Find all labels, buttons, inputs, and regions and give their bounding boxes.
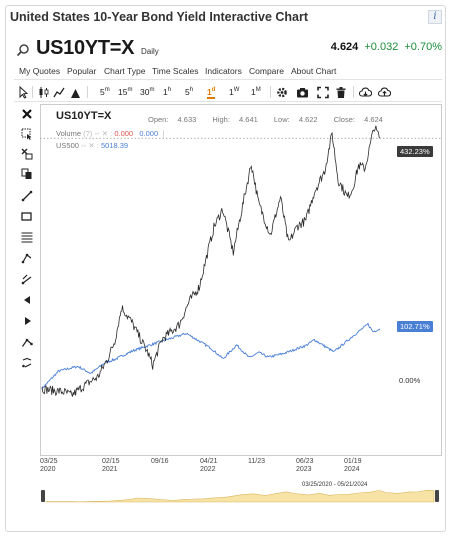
- x-tick: 09/16: [151, 458, 169, 465]
- copy-icon[interactable]: [21, 168, 33, 180]
- menu-my-quotes[interactable]: My Quotes: [19, 66, 61, 76]
- period-1w[interactable]: 1W: [229, 87, 240, 97]
- camera-icon[interactable]: [296, 86, 309, 99]
- pitchfork-tool-icon[interactable]: [21, 252, 33, 264]
- price-change-pct: +0.70%: [404, 41, 442, 53]
- drawing-toolbar: [14, 104, 40, 484]
- arrow-tool-icon[interactable]: [21, 294, 33, 306]
- x-tick: 06/23 2023: [296, 458, 314, 473]
- cloud-download-icon[interactable]: [359, 86, 372, 99]
- period-label: Daily: [141, 47, 159, 56]
- toolbar-separator: [32, 86, 33, 98]
- toolbar-separator: [87, 86, 88, 98]
- last-price: 4.624: [330, 41, 359, 53]
- search-icon[interactable]: [16, 43, 30, 57]
- navigator-track[interactable]: [40, 482, 440, 504]
- line-chart-icon[interactable]: [53, 86, 65, 99]
- trendline-tool-icon[interactable]: [21, 190, 33, 202]
- legend-volume: Volume (?) ◦◦ ✕ : 0.000 0.000 |: [56, 129, 165, 138]
- price-chart[interactable]: [40, 104, 442, 456]
- compare-price-tag: 102.71%: [397, 321, 433, 332]
- range-navigator[interactable]: 03/25/2020 - 05/21/2024: [40, 482, 440, 504]
- legend-symbol: US10YT=X: [56, 110, 112, 122]
- navigator-left-handle[interactable]: [41, 490, 45, 502]
- fibonacci-tool-icon[interactable]: [21, 231, 33, 243]
- toolbar-separator: [353, 86, 354, 98]
- text-tool-icon[interactable]: [21, 357, 33, 369]
- candlestick-icon[interactable]: [38, 86, 50, 99]
- cloud-upload-icon[interactable]: [378, 86, 391, 99]
- period-1mo[interactable]: 1M: [251, 87, 261, 97]
- menu-bar: My Quotes Popular Chart Type Time Scales…: [14, 64, 442, 80]
- menu-about-chart[interactable]: About Chart: [291, 66, 337, 76]
- x-tick: 11/23: [248, 458, 265, 465]
- rectangle-tool-icon[interactable]: [21, 211, 33, 223]
- period-1h[interactable]: 1h: [163, 87, 172, 97]
- cursor-icon[interactable]: [18, 86, 28, 99]
- menu-time-scales[interactable]: Time Scales: [152, 66, 199, 76]
- toolbar-separator: [270, 86, 271, 98]
- fullscreen-icon[interactable]: [317, 86, 329, 99]
- x-tick: 01/19 2024: [344, 458, 362, 473]
- series-us10y-line: [41, 125, 381, 397]
- legend-compare: US500 ◦◦ ✕ : 5018.39: [56, 141, 129, 150]
- info-icon[interactable]: i: [428, 10, 442, 24]
- navigator-series: [45, 489, 435, 503]
- symbol-header: US10YT=X Daily 4.624 +0.032 +0.70%: [14, 37, 442, 60]
- close-icon[interactable]: [21, 108, 33, 120]
- menu-indicators[interactable]: Indicators: [205, 66, 242, 76]
- delete-drawing-icon[interactable]: [21, 148, 33, 160]
- ohlc-readout: Open: 4.633 High: 4.641 Low: 4.622 Close…: [148, 115, 383, 124]
- x-tick: 04/21 2022: [200, 458, 218, 473]
- trash-icon[interactable]: [335, 86, 347, 99]
- menu-chart-type[interactable]: Chart Type: [104, 66, 146, 76]
- page-title: United States 10-Year Bond Yield Interac…: [10, 10, 309, 24]
- x-axis: 03/25 2020 02/15 2021 09/16 04/21 2022 11/2…: [40, 458, 442, 480]
- chart-widget: [5, 5, 446, 532]
- period-1d[interactable]: 1d: [207, 87, 216, 99]
- measure-tool-icon[interactable]: [21, 336, 33, 348]
- chart-plot-area[interactable]: US10YT=X Open: 4.633 High: 4.641 Low: 4.…: [40, 104, 442, 456]
- main-price-tag: 432.23%: [397, 146, 433, 157]
- select-tool-icon[interactable]: [21, 128, 33, 140]
- period-30m[interactable]: 30m: [140, 87, 155, 97]
- mountain-chart-icon[interactable]: [70, 86, 81, 99]
- period-5h[interactable]: 5h: [185, 87, 194, 97]
- symbol-input[interactable]: US10YT=X: [36, 37, 135, 59]
- menu-compare[interactable]: Compare: [249, 66, 284, 76]
- quote-summary: 4.624 +0.032 +0.70%: [331, 41, 442, 53]
- channel-tool-icon[interactable]: [21, 273, 33, 285]
- series-us500-line: [41, 322, 381, 390]
- gear-icon[interactable]: [276, 86, 288, 99]
- period-5m[interactable]: 5m: [100, 87, 110, 97]
- menu-popular[interactable]: Popular: [67, 66, 97, 76]
- toolbar: 5m 15m 30m 1h 5h 1d 1W 1M: [14, 82, 442, 102]
- x-tick: 02/15 2021: [102, 458, 120, 473]
- period-15m[interactable]: 15m: [118, 87, 133, 97]
- plot-border: [40, 104, 442, 456]
- navigator-right-handle[interactable]: [435, 490, 439, 502]
- x-tick: 03/25 2020: [40, 458, 58, 473]
- pointer-tool-icon[interactable]: [21, 315, 33, 327]
- price-change: +0.032: [364, 41, 399, 53]
- navigator-range-label: 03/25/2020 - 05/21/2024: [302, 482, 368, 488]
- zero-label: 0.00%: [399, 376, 421, 385]
